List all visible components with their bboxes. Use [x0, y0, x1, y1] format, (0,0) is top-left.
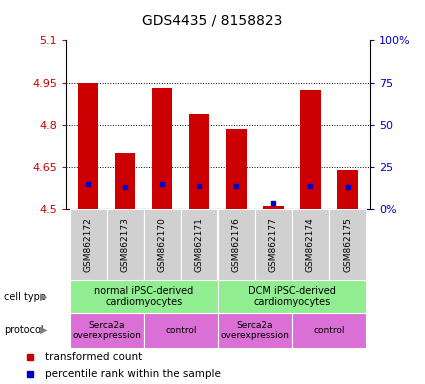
Bar: [78, 83, 98, 209]
Text: cell type: cell type: [4, 291, 46, 302]
Bar: [292, 313, 366, 348]
Text: GDS4435 / 8158823: GDS4435 / 8158823: [142, 13, 283, 27]
Text: GSM862170: GSM862170: [158, 217, 167, 272]
Text: ▶: ▶: [40, 325, 48, 335]
Text: GSM862177: GSM862177: [269, 217, 278, 272]
Bar: [189, 114, 210, 209]
Bar: [115, 153, 135, 209]
Text: GSM862173: GSM862173: [121, 217, 130, 272]
Bar: [144, 313, 218, 348]
Text: control: control: [165, 326, 196, 335]
Text: GSM862175: GSM862175: [343, 217, 352, 272]
Bar: [226, 129, 246, 209]
Bar: [292, 209, 329, 280]
Text: GSM862176: GSM862176: [232, 217, 241, 272]
Bar: [255, 209, 292, 280]
Text: Serca2a
overexpression: Serca2a overexpression: [221, 321, 289, 340]
Bar: [337, 170, 358, 209]
Text: DCM iPSC-derived
cardiomyocytes: DCM iPSC-derived cardiomyocytes: [248, 286, 336, 308]
Text: normal iPSC-derived
cardiomyocytes: normal iPSC-derived cardiomyocytes: [94, 286, 193, 308]
Text: GSM862171: GSM862171: [195, 217, 204, 272]
Text: Serca2a
overexpression: Serca2a overexpression: [72, 321, 141, 340]
Bar: [70, 280, 218, 313]
Text: ▶: ▶: [40, 291, 48, 302]
Bar: [70, 209, 107, 280]
Text: control: control: [313, 326, 345, 335]
Text: percentile rank within the sample: percentile rank within the sample: [45, 369, 221, 379]
Bar: [263, 207, 283, 209]
Text: transformed count: transformed count: [45, 352, 142, 362]
Bar: [218, 313, 292, 348]
Bar: [218, 280, 366, 313]
Bar: [218, 209, 255, 280]
Text: protocol: protocol: [4, 325, 44, 335]
Bar: [181, 209, 218, 280]
Bar: [152, 88, 173, 209]
Bar: [107, 209, 144, 280]
Bar: [329, 209, 366, 280]
Text: GSM862174: GSM862174: [306, 217, 315, 272]
Bar: [144, 209, 181, 280]
Bar: [70, 313, 144, 348]
Bar: [300, 89, 320, 209]
Text: GSM862172: GSM862172: [84, 217, 93, 272]
